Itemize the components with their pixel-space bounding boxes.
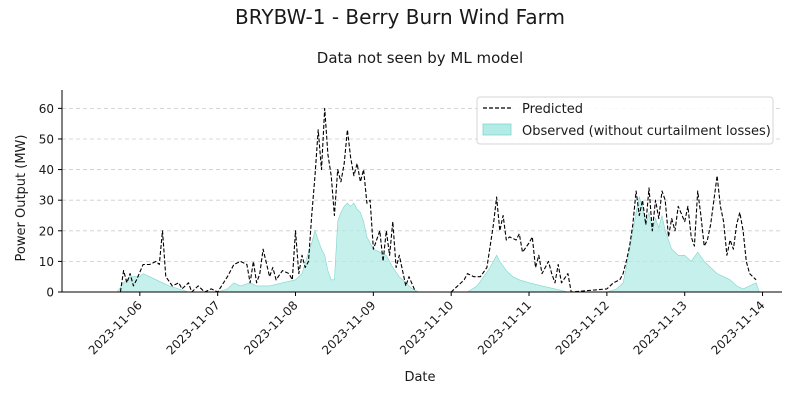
x-tick-label: 2023-11-07 <box>164 298 223 357</box>
x-tick-label: 2023-11-08 <box>241 298 300 357</box>
legend-observed-label: Observed (without curtailment losses) <box>522 124 771 139</box>
x-tick-label: 2023-11-12 <box>553 298 612 357</box>
grid-lines <box>62 107 782 262</box>
y-tick-label: 40 <box>39 163 54 177</box>
y-tick-label: 20 <box>39 224 54 238</box>
x-tick-label: 2023-11-11 <box>475 298 534 357</box>
y-tick-label: 30 <box>39 194 54 208</box>
x-tick-label: 2023-11-14 <box>708 298 767 357</box>
y-tick-label: 60 <box>39 102 54 116</box>
legend: Predicted Observed (without curtailment … <box>476 96 774 145</box>
legend-box <box>476 96 774 145</box>
y-axis-ticks: 0 10 20 30 40 50 60 <box>39 102 62 300</box>
y-axis-label: Power Output (MW) <box>14 135 29 262</box>
x-tick-label: 2023-11-09 <box>319 298 378 357</box>
x-tick-label: 2023-11-10 <box>397 298 456 357</box>
observed-area <box>116 195 760 293</box>
y-tick-label: 10 <box>39 255 54 269</box>
y-tick-label: 0 <box>46 286 54 300</box>
observed-area-group <box>116 195 760 293</box>
x-axis-ticks: 2023-11-06 2023-11-07 2023-11-08 2023-11-09… <box>86 292 768 357</box>
axes <box>61 90 782 293</box>
y-tick-label: 50 <box>39 132 54 146</box>
legend-observed-swatch <box>482 123 512 136</box>
x-tick-label: 2023-11-13 <box>631 298 690 357</box>
chart-title: BRYBW-1 - Berry Burn Wind Farm <box>235 5 565 29</box>
legend-predicted-label: Predicted <box>522 102 583 117</box>
x-axis-label: Date <box>404 370 435 385</box>
chart-subtitle: Data not seen by ML model <box>317 49 523 67</box>
x-tick-label: 2023-11-06 <box>86 298 145 357</box>
